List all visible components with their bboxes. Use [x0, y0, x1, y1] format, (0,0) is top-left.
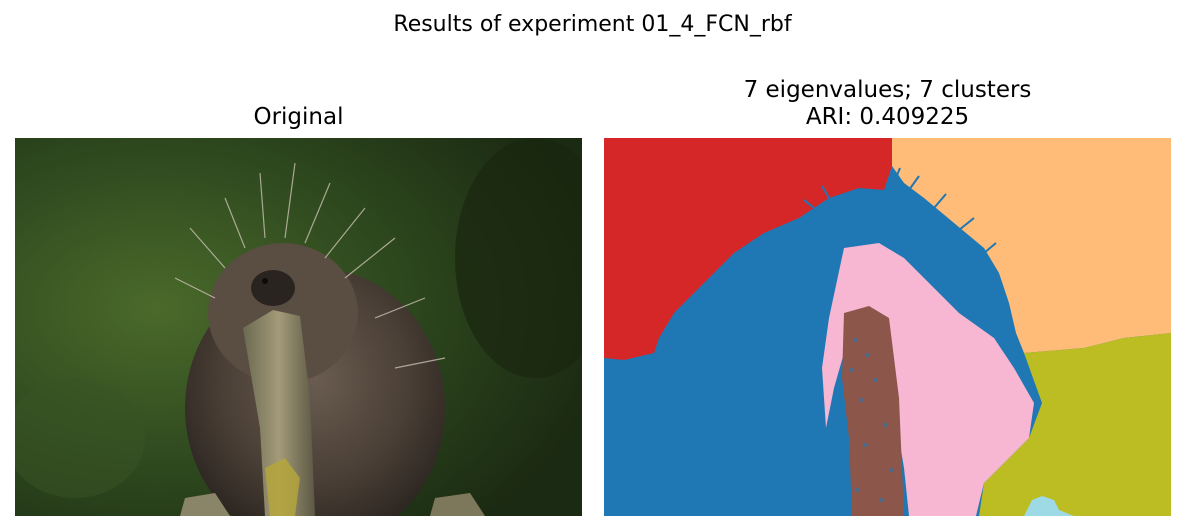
original-image: [15, 138, 582, 516]
cluster-brown: [842, 306, 904, 516]
figure-suptitle: Results of experiment 01_4_FCN_rbf: [393, 12, 792, 37]
cluster-peach: [892, 138, 1171, 353]
segmentation-map: [604, 138, 1171, 516]
original-image-title: Original: [253, 104, 344, 130]
segmentation-title: 7 eigenvalues; 7 clusters ARI: 0.409225: [604, 77, 1171, 131]
segmentation-title-line1: 7 eigenvalues; 7 clusters: [743, 77, 1032, 103]
cluster-olive: [979, 333, 1171, 516]
segmentation-title-line2: ARI: 0.409225: [805, 104, 970, 130]
cluster-red: [604, 138, 892, 360]
porcupine-photo: [15, 138, 582, 516]
segmentation-image: [604, 138, 1171, 516]
cluster-lightcyan: [1024, 496, 1074, 516]
